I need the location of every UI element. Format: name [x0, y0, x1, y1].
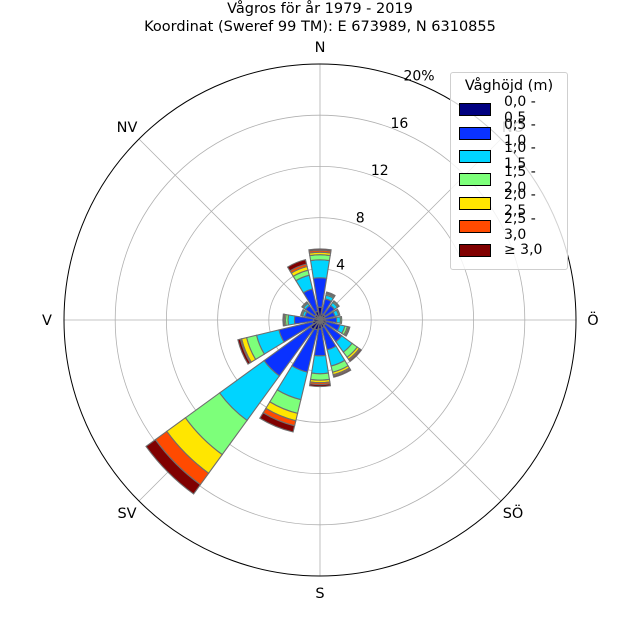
grid-spoke — [138, 138, 321, 321]
direction-label-v: V — [42, 313, 52, 329]
legend-label: 0,0 - 0,5 — [504, 93, 536, 126]
bar-segment-202.5-7 — [259, 412, 296, 433]
radial-tick-label: 4 — [336, 258, 345, 274]
bar-segment-112.5-7 — [344, 326, 351, 337]
legend-label: 0,5 - 1,0 — [504, 117, 536, 150]
direction-label-s: S — [315, 586, 324, 602]
legend-swatch — [459, 220, 491, 234]
direction-label-sö: SÖ — [503, 504, 524, 522]
direction-label-ö: Ö — [587, 311, 598, 329]
bar-segment-270-3 — [287, 314, 296, 326]
bar-segment-225-7 — [145, 438, 202, 495]
legend-entry: ≥ 3,0 — [459, 238, 559, 261]
bar-segment-315-5 — [301, 301, 308, 308]
grid-circle — [165, 165, 475, 475]
bar-segment-180-7 — [308, 383, 332, 388]
legend-entry: 0,5 - 1,0 — [459, 117, 559, 149]
bar-segment-22.5-7 — [325, 291, 336, 297]
bar-segment-180-3 — [310, 354, 330, 375]
legend-swatch — [459, 126, 491, 140]
legend-label: ≥ 3,0 — [504, 242, 543, 259]
legend-entry: 2,5 - 3,0 — [459, 211, 559, 243]
bar-segment-337.5-7 — [286, 258, 308, 272]
bar-segment-45-5 — [332, 300, 340, 308]
bar-segment-270-7 — [282, 313, 285, 327]
bar-segment-0-3 — [309, 259, 331, 279]
legend-label: 2,0 - 2,5 — [504, 187, 536, 220]
bar-segment-292.5-5 — [300, 308, 305, 317]
radial-tick-label: 16 — [390, 116, 408, 132]
bar-segment-0-7 — [308, 248, 332, 252]
bar-segment-90-4 — [339, 315, 343, 325]
bar-segment-157.5-7 — [332, 368, 352, 378]
grid-circle — [114, 114, 526, 526]
legend-title: Våghöjd (m) — [464, 78, 554, 94]
legend-swatch — [459, 149, 491, 163]
legend-swatch — [459, 243, 491, 257]
legend-label: 1,5 - 2,0 — [504, 163, 536, 196]
bar-segment-180-4 — [309, 372, 331, 381]
legend-swatch — [459, 196, 491, 210]
polar-frame — [63, 63, 577, 577]
legend-entry: 1,5 - 2,0 — [459, 164, 559, 196]
grid-circle — [217, 217, 423, 423]
legend-swatch — [459, 103, 491, 117]
legend: Våghöjd (m) 0,0 - 0,5 0,5 - 1,0 1,0 - 1,5 1… — [450, 72, 568, 270]
radial-tick-label: 12 — [371, 163, 389, 179]
direction-label-n: N — [315, 40, 326, 56]
direction-label-nv: NV — [117, 120, 138, 136]
legend-label: 1,0 - 1,5 — [504, 140, 536, 173]
bar-segment-67.5-4 — [335, 308, 341, 317]
chart-title-block: Vågros för år 1979 - 2019 Koordinat (Swe… — [0, 0, 640, 36]
radial-tick-label: 8 — [356, 210, 365, 226]
chart-title: Vågros för år 1979 - 2019 — [227, 1, 413, 17]
radial-tick-label: 20% — [403, 69, 434, 85]
bar-segment-247.5-7 — [237, 338, 251, 365]
legend-entries: 0,0 - 0,5 0,5 - 1,0 1,0 - 1,5 1,5 - 2,0 2,0 … — [459, 94, 559, 262]
chart-subtitle: Koordinat (Sweref 99 TM): E 673989, N 63… — [144, 19, 496, 35]
direction-label-sv: SV — [117, 506, 136, 522]
legend-entry: 2,0 - 2,5 — [459, 187, 559, 219]
legend-label: 2,5 - 3,0 — [504, 210, 536, 243]
legend-entry: 1,0 - 1,5 — [459, 140, 559, 172]
legend-entry: 0,0 - 0,5 — [459, 94, 559, 126]
bar-segment-135-7 — [348, 348, 363, 363]
legend-swatch — [459, 173, 491, 187]
